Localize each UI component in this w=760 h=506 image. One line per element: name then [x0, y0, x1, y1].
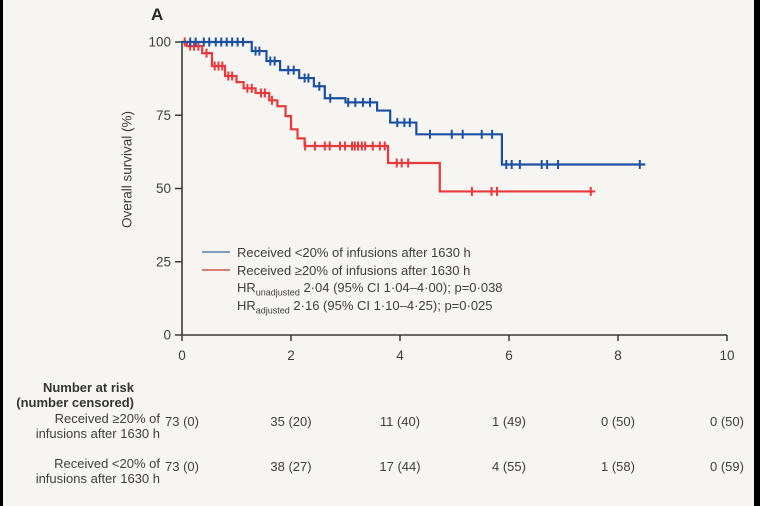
- legend-label-lt20: Received <20% of infusions after 1630 h: [237, 244, 471, 260]
- x-tick-label: 8: [614, 348, 622, 363]
- risk-cell: 0 (50): [710, 414, 744, 429]
- y-tick-label: 25: [156, 254, 171, 269]
- risk-cell: 17 (44): [379, 459, 421, 474]
- panel-label: A: [151, 5, 164, 24]
- x-tick-label: 10: [719, 348, 734, 363]
- risk-cell: 1 (58): [601, 459, 635, 474]
- hr-unadjusted-text: HRunadjusted 2·04 (95% CI 1·04–4·00); p=…: [237, 280, 503, 298]
- risk-cell: 1 (49): [492, 414, 526, 429]
- risk-cell: 35 (20): [270, 414, 312, 429]
- x-tick-label: 2: [287, 348, 295, 363]
- hr-adjusted-text: HRadjusted 2·16 (95% CI 1·10–4·25); p=0·…: [237, 298, 493, 316]
- risk-row-label: Received <20% of infusions after 1630 h: [35, 456, 160, 486]
- risk-row-label: Received ≥20% of infusions after 1630 h: [35, 411, 160, 441]
- legend-row-ge20: Received ≥20% of infusions after 1630 h: [202, 261, 503, 279]
- y-tick-label: 0: [163, 328, 171, 343]
- right-edge-bar: [754, 0, 760, 506]
- legend-line-blue-icon: [202, 250, 230, 254]
- risk-cell: 4 (55): [492, 459, 526, 474]
- risk-cell: 73 (0): [165, 414, 199, 429]
- legend-label-ge20: Received ≥20% of infusions after 1630 h: [237, 262, 471, 278]
- risk-cell: 38 (27): [270, 459, 312, 474]
- y-tick-label: 50: [156, 181, 171, 196]
- risk-cell: 0 (59): [710, 459, 744, 474]
- risk-cell: 0 (50): [601, 414, 635, 429]
- survival-curve: [182, 40, 646, 166]
- chart-legend: Received <20% of infusions after 1630 h …: [202, 243, 503, 316]
- survival-curve: [182, 40, 596, 193]
- y-tick-label: 75: [156, 108, 171, 123]
- risk-table-header-line2: (number censored): [16, 395, 134, 410]
- y-tick-label: 100: [148, 35, 171, 50]
- risk-cell: 11 (40): [379, 414, 421, 429]
- risk-cell: 73 (0): [165, 459, 199, 474]
- x-tick-label: 6: [505, 348, 513, 363]
- legend-line-red-icon: [202, 268, 230, 272]
- x-tick-label: 0: [178, 348, 186, 363]
- risk-table-header-line1: Number at risk: [42, 380, 134, 395]
- left-edge-bar: [0, 0, 3, 506]
- x-tick-label: 4: [396, 348, 404, 363]
- risk-table-header: Number at risk (number censored): [0, 380, 134, 410]
- legend-row-lt20: Received <20% of infusions after 1630 h: [202, 243, 503, 261]
